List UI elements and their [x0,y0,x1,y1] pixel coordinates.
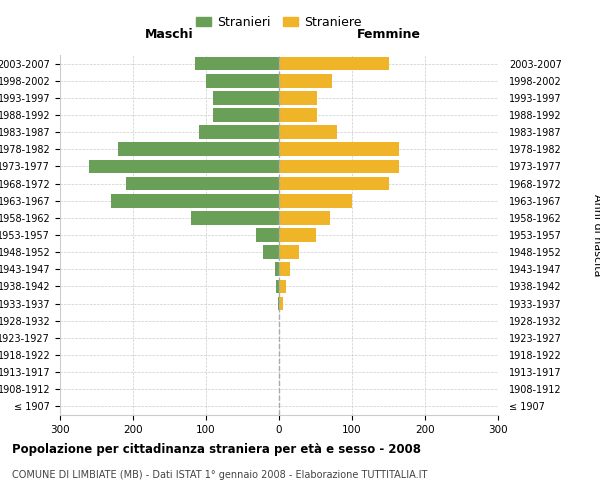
Bar [279,228,316,242]
Bar [256,228,279,242]
Bar [279,211,330,224]
Bar [111,194,279,207]
Bar [279,108,317,122]
Bar [279,142,400,156]
Bar [118,142,279,156]
Bar [279,74,332,88]
Bar [275,262,279,276]
Bar [279,194,352,207]
Bar [279,56,389,70]
Bar [276,280,279,293]
Bar [279,126,337,139]
Text: Popolazione per cittadinanza straniera per età e sesso - 2008: Popolazione per cittadinanza straniera p… [12,442,421,456]
Bar [278,296,279,310]
Text: COMUNE DI LIMBIATE (MB) - Dati ISTAT 1° gennaio 2008 - Elaborazione TUTTITALIA.I: COMUNE DI LIMBIATE (MB) - Dati ISTAT 1° … [12,470,427,480]
Legend: Stranieri, Straniere: Stranieri, Straniere [191,11,367,34]
Bar [195,56,279,70]
Bar [199,126,279,139]
Text: Anni di nascita: Anni di nascita [592,194,600,276]
Bar [214,91,279,104]
Bar [279,176,389,190]
Bar [279,262,290,276]
Bar [279,280,286,293]
Text: Maschi: Maschi [145,28,194,42]
Bar [191,211,279,224]
Bar [126,176,279,190]
Bar [279,160,400,173]
Bar [279,296,283,310]
Bar [263,246,279,259]
Bar [279,246,299,259]
Bar [89,160,279,173]
Bar [279,91,317,104]
Bar [214,108,279,122]
Text: Femmine: Femmine [356,28,421,42]
Bar [206,74,279,88]
